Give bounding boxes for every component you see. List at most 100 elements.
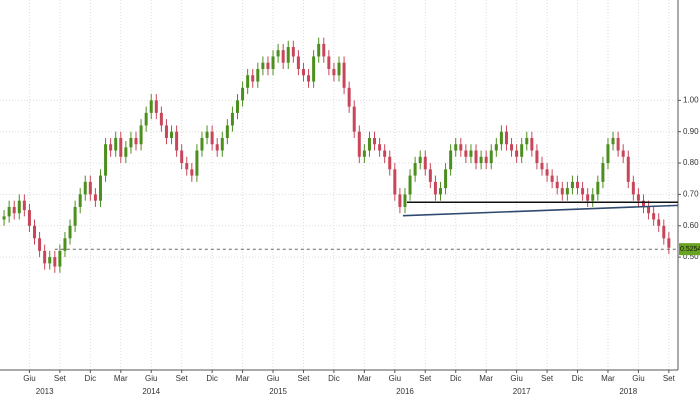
- candle-body: [459, 144, 463, 151]
- candle-body: [657, 219, 661, 226]
- y-tick-label: 0.90: [683, 127, 699, 136]
- x-tick-label: Giu: [632, 374, 644, 383]
- candle-body: [190, 169, 194, 176]
- candle-body: [149, 100, 153, 113]
- last-price-label: 0.5254: [680, 246, 700, 253]
- candle-body: [418, 156, 422, 164]
- candle-body: [170, 131, 174, 138]
- candle-body: [626, 156, 630, 182]
- x-tick-label: Mar: [114, 374, 128, 383]
- candle-body: [43, 250, 47, 264]
- candle-body: [312, 56, 316, 82]
- year-label: 2015: [269, 387, 287, 396]
- candle-body: [403, 194, 407, 207]
- x-tick-label: Giu: [23, 374, 35, 383]
- candle-body: [276, 50, 280, 57]
- y-tick-label: 0.70: [683, 190, 699, 199]
- candle-body: [236, 100, 240, 113]
- x-tick-label: Giu: [510, 374, 522, 383]
- candle-body: [88, 181, 92, 195]
- candle-body: [17, 200, 21, 214]
- x-tick-label: Set: [176, 374, 189, 383]
- candle-body: [104, 144, 108, 176]
- candle-body: [647, 206, 651, 214]
- candle-body: [301, 68, 305, 76]
- candle-body: [281, 50, 285, 63]
- year-label: 2013: [36, 387, 54, 396]
- candle-body: [494, 144, 498, 151]
- candle-body: [322, 43, 326, 57]
- candle-body: [159, 112, 163, 126]
- candle-body: [27, 210, 31, 226]
- candle-body: [555, 181, 559, 189]
- candle-body: [652, 213, 656, 220]
- x-tick-label: Dic: [328, 374, 340, 383]
- candle-body: [464, 150, 468, 157]
- candle-body: [352, 106, 356, 132]
- candle-body: [332, 68, 336, 76]
- candle-body: [601, 163, 605, 182]
- year-label: 2018: [619, 387, 637, 396]
- candle-body: [383, 150, 387, 157]
- x-tick-label: Dic: [450, 374, 462, 383]
- candle-body: [175, 131, 179, 151]
- candle-body: [144, 112, 148, 126]
- candle-body: [266, 62, 270, 69]
- candle-body: [357, 131, 361, 157]
- candle-body: [195, 150, 199, 176]
- candle-body: [139, 125, 143, 145]
- candle-body: [98, 175, 102, 201]
- candle-body: [205, 131, 209, 138]
- candle-body: [251, 75, 255, 82]
- candle-body: [631, 181, 635, 195]
- candle-body: [124, 147, 128, 157]
- y-tick-label: 0.50: [683, 252, 699, 261]
- candle-body: [342, 62, 346, 88]
- candle-body: [433, 181, 437, 195]
- candle-body: [230, 112, 234, 126]
- candle-body: [641, 200, 645, 207]
- candle-body: [296, 56, 300, 69]
- year-label: 2014: [142, 387, 160, 396]
- candle-body: [378, 144, 382, 151]
- x-tick-label: Set: [541, 374, 554, 383]
- candle-body: [510, 144, 514, 151]
- candle-body: [373, 137, 377, 145]
- candle-body: [347, 87, 351, 107]
- candle-body: [256, 68, 260, 82]
- candle-body: [220, 137, 224, 151]
- x-tick-label: Dic: [85, 374, 97, 383]
- x-tick-label: Set: [297, 374, 310, 383]
- candle-body: [560, 188, 564, 195]
- candle-body: [185, 163, 189, 170]
- candle-body: [408, 175, 412, 195]
- candle-body: [48, 257, 52, 264]
- candle-body: [180, 150, 184, 164]
- candle-body: [134, 137, 138, 145]
- x-tick-label: Mar: [236, 374, 250, 383]
- candle-body: [550, 175, 554, 182]
- x-tick-label: Dic: [572, 374, 584, 383]
- candle-body: [621, 150, 625, 157]
- candle-body: [596, 181, 600, 195]
- candle-body: [444, 169, 448, 189]
- candle-body: [611, 137, 615, 145]
- candle-body: [22, 200, 26, 211]
- candle-body: [12, 206, 16, 214]
- candle-body: [154, 100, 158, 113]
- candle-body: [286, 47, 290, 63]
- candle-body: [454, 144, 458, 151]
- candle-body: [109, 144, 113, 151]
- candle-body: [565, 188, 569, 195]
- candle-body: [63, 238, 67, 251]
- candle-body: [484, 156, 488, 164]
- candle-body: [606, 144, 610, 164]
- candle-body: [576, 181, 580, 189]
- x-tick-label: Set: [663, 374, 676, 383]
- candle-body: [83, 181, 87, 195]
- candle-body: [33, 225, 37, 239]
- candle-body: [327, 56, 331, 69]
- candle-body: [129, 137, 133, 148]
- candle-body: [515, 150, 519, 157]
